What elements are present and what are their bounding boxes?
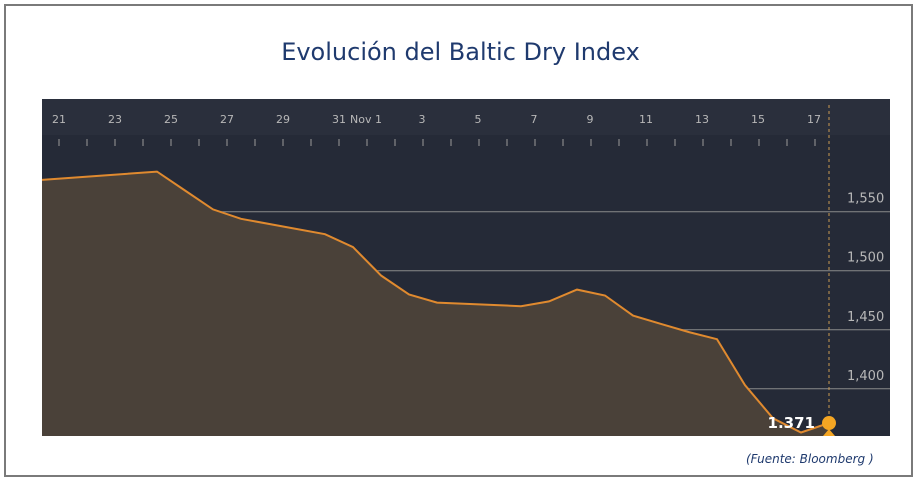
x-tick-label: 11 bbox=[639, 113, 653, 126]
x-tick-label: 3 bbox=[419, 113, 426, 126]
area-fill bbox=[42, 171, 829, 436]
last-value-marker bbox=[822, 416, 836, 431]
x-tick-label: 23 bbox=[108, 113, 122, 126]
chart-frame: Evolución del Baltic Dry Index 21 23 25 27 2… bbox=[4, 4, 913, 477]
series-line bbox=[42, 170, 830, 434]
x-tick-label: 17 bbox=[807, 113, 821, 126]
x-tick-label: 31 bbox=[332, 113, 346, 126]
axis-header-band bbox=[42, 99, 890, 135]
y-tick-label: 1,500 bbox=[847, 251, 884, 266]
y-tick-label: 1,400 bbox=[847, 369, 884, 384]
bdi-chart: 21 23 25 27 29 31 Nov 1 3 5 7 9 11 13 15 17 1,550 1,500… bbox=[42, 99, 890, 436]
x-tick-label: Nov 1 bbox=[350, 113, 382, 126]
axis-pointer bbox=[823, 429, 835, 436]
x-tick-label: 29 bbox=[276, 113, 290, 126]
x-tick-label: 5 bbox=[475, 113, 482, 126]
x-tick-label: 25 bbox=[164, 113, 178, 126]
x-tick-label: 21 bbox=[52, 113, 66, 126]
x-tick-label: 9 bbox=[587, 113, 594, 126]
source-note: (Fuente: Bloomberg ) bbox=[746, 452, 874, 466]
y-tick-label: 1,450 bbox=[847, 310, 884, 325]
x-tick-label: 13 bbox=[695, 113, 709, 126]
chart-title: Evolución del Baltic Dry Index bbox=[281, 38, 640, 66]
last-value-label: 1.371 bbox=[768, 414, 815, 432]
y-tick-label: 1,550 bbox=[847, 192, 884, 207]
x-tick-label: 15 bbox=[751, 113, 765, 126]
x-tick-label: 7 bbox=[531, 113, 538, 126]
x-tick-label: 27 bbox=[220, 113, 234, 126]
